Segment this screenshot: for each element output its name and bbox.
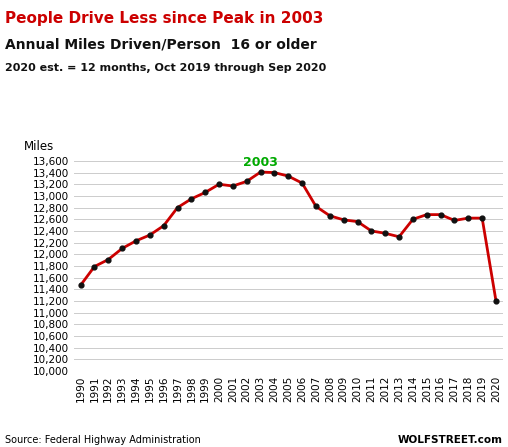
Point [436, 211, 444, 218]
Text: WOLFSTREET.com: WOLFSTREET.com [398, 435, 503, 445]
Point [118, 245, 126, 252]
Point [423, 211, 431, 218]
Text: Annual Miles Driven/Person  16 or older: Annual Miles Driven/Person 16 or older [5, 38, 317, 52]
Text: 2003: 2003 [243, 156, 278, 169]
Point [492, 297, 500, 304]
Point [77, 282, 85, 289]
Point [146, 232, 154, 239]
Point [90, 263, 99, 270]
Point [354, 218, 362, 225]
Text: Source: Federal Highway Administration: Source: Federal Highway Administration [5, 435, 201, 445]
Point [243, 178, 251, 185]
Point [270, 169, 278, 176]
Point [395, 233, 403, 240]
Point [132, 237, 140, 245]
Point [298, 180, 306, 187]
Point [326, 212, 334, 219]
Point [257, 169, 265, 176]
Point [284, 173, 293, 180]
Point [367, 228, 375, 235]
Point [104, 256, 112, 263]
Point [340, 216, 348, 224]
Point [381, 230, 389, 237]
Point [451, 217, 459, 224]
Text: People Drive Less since Peak in 2003: People Drive Less since Peak in 2003 [5, 11, 324, 26]
Point [201, 189, 209, 196]
Text: Miles: Miles [24, 139, 54, 152]
Point [229, 182, 237, 190]
Point [464, 215, 472, 222]
Point [478, 215, 486, 222]
Point [312, 203, 320, 210]
Text: 2020 est. = 12 months, Oct 2019 through Sep 2020: 2020 est. = 12 months, Oct 2019 through … [5, 63, 326, 73]
Point [409, 216, 417, 223]
Point [160, 222, 168, 229]
Point [173, 204, 181, 211]
Point [215, 181, 223, 188]
Point [187, 195, 196, 202]
